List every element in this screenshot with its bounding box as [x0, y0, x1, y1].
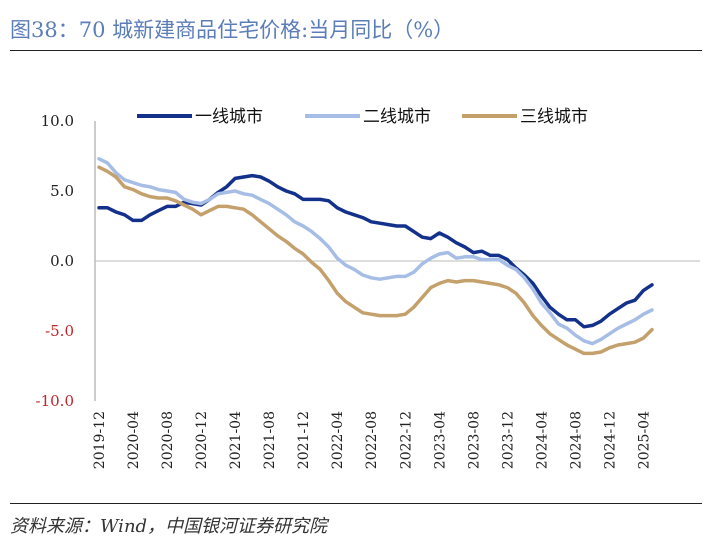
- x-tick-label: 2021-04: [228, 411, 244, 469]
- x-tick-label: 2024-12: [602, 411, 618, 469]
- y-tick-label: -5.0: [45, 322, 74, 340]
- figure-title: 图38：70 城新建商品住宅价格:当月同比（%）: [10, 18, 455, 42]
- title-rule: [10, 50, 702, 51]
- x-tick-label: 2022-04: [330, 411, 346, 469]
- x-tick-label: 2020-12: [194, 411, 210, 469]
- x-tick-label: 2023-12: [500, 411, 516, 469]
- chart-axes: 10.0 5.0 0.0 -5.0 -10.0 2019-12 2020-04 2020-08…: [36, 112, 700, 469]
- x-tick-label: 2024-08: [568, 411, 584, 469]
- legend-label-1: 一线城市: [195, 107, 263, 127]
- legend-label-3: 三线城市: [520, 107, 588, 127]
- x-tick-label: 2021-08: [262, 411, 278, 469]
- y-tick-label: 5.0: [50, 182, 74, 200]
- y-tick-label: 10.0: [41, 112, 74, 130]
- x-tick-label: 2021-12: [296, 411, 312, 469]
- x-tick-label: 2020-08: [160, 411, 176, 469]
- y-tick-label: -10.0: [36, 392, 74, 410]
- series-line-3: [97, 165, 654, 356]
- x-tick-label: 2025-04: [636, 411, 652, 469]
- series-line-2: [97, 157, 654, 346]
- source-note: 资料来源：Wind，中国银河证券研究院: [10, 516, 328, 537]
- y-tick-label: 0.0: [50, 252, 74, 270]
- x-tick-label: 2019-12: [92, 411, 108, 469]
- legend-label-2: 二线城市: [363, 107, 431, 127]
- x-tick-label: 2020-04: [126, 411, 142, 469]
- x-tick-label: 2023-08: [466, 411, 482, 469]
- x-tick-label: 2023-04: [432, 411, 448, 469]
- x-tick-label: 2022-12: [398, 411, 414, 469]
- x-tick-label: 2022-08: [364, 411, 380, 469]
- chart-legend: 一线城市 二线城市 三线城市: [137, 107, 588, 127]
- x-tick-label: 2024-04: [534, 411, 550, 469]
- source-rule: [10, 503, 702, 504]
- series-lines: [97, 157, 654, 356]
